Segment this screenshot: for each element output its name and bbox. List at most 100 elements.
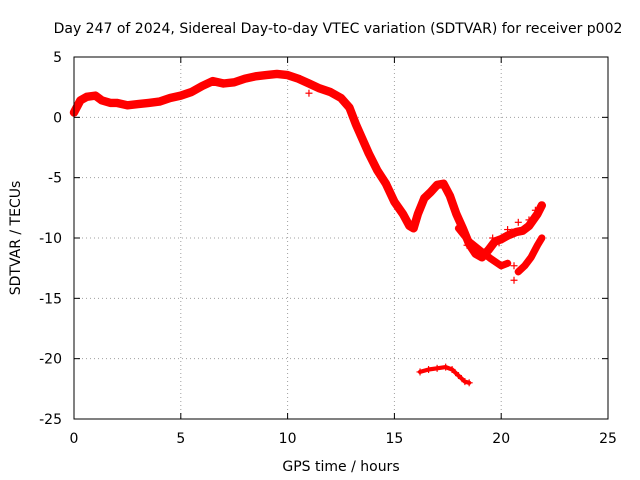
data-point (346, 104, 354, 112)
grid-lines (74, 57, 608, 419)
data-point (465, 379, 473, 387)
data-point (452, 210, 460, 218)
data-point (399, 210, 407, 218)
data-point (358, 135, 366, 143)
data-point (504, 259, 512, 267)
data-point (241, 75, 249, 83)
data-point (337, 94, 345, 102)
data-point (534, 210, 542, 218)
data-point (504, 226, 512, 234)
x-tick-label: 15 (385, 431, 403, 447)
data-point (365, 150, 373, 158)
data-point (510, 276, 518, 284)
data-point (91, 92, 99, 100)
data-point (454, 224, 462, 232)
data-point (83, 93, 91, 101)
data-point (198, 82, 206, 90)
data-point (123, 101, 131, 109)
data-point (305, 80, 313, 88)
data-point (519, 227, 527, 235)
data-point (252, 72, 260, 80)
x-tick-label: 25 (599, 431, 617, 447)
data-point (326, 88, 334, 96)
series-lower-branch (454, 224, 512, 270)
x-tick-label: 5 (176, 431, 185, 447)
data-point (525, 222, 533, 230)
series-main-trace (69, 69, 546, 262)
data-point (352, 121, 360, 129)
data-point (390, 198, 398, 206)
data-point (508, 228, 516, 236)
data-point (273, 70, 281, 78)
data-point (497, 262, 505, 270)
data-point (155, 98, 163, 106)
data-point (316, 84, 324, 92)
data-point (433, 364, 441, 372)
data-point (284, 71, 292, 79)
data-point (538, 201, 546, 209)
data-point (534, 241, 542, 249)
y-tick-label: -25 (39, 412, 62, 428)
plot-frame (73, 56, 609, 420)
data-series (69, 69, 546, 387)
data-point (373, 166, 381, 174)
data-point (521, 262, 529, 270)
data-point (514, 268, 522, 276)
data-point (296, 75, 304, 83)
data-point (416, 368, 424, 376)
x-tick-labels: 0 5 10 15 20 25 (70, 431, 617, 447)
data-point (76, 96, 84, 104)
series-line (514, 234, 546, 276)
data-point (448, 366, 456, 374)
data-point (425, 366, 433, 374)
data-point (446, 192, 454, 200)
data-point (487, 255, 495, 263)
data-point (209, 77, 217, 85)
data-point (113, 99, 121, 107)
data-point (405, 222, 413, 230)
data-point (495, 239, 503, 247)
data-point (525, 216, 533, 224)
y-tick-label: -20 (39, 352, 62, 368)
data-point (527, 253, 535, 261)
data-point (531, 206, 539, 214)
x-tick-label: 0 (70, 431, 79, 447)
scattered-points (296, 75, 539, 284)
data-point (461, 378, 469, 386)
data-point (510, 262, 518, 270)
data-point (454, 372, 462, 380)
data-point (463, 241, 471, 249)
y-tick-labels: 5 0 -5 -10 -15 -20 -25 (39, 50, 62, 428)
data-point (420, 194, 428, 202)
data-point (134, 100, 142, 108)
data-point (382, 180, 390, 188)
data-point (187, 88, 195, 96)
x-tick-label: 10 (279, 431, 297, 447)
series-line (69, 69, 546, 262)
data-point (414, 210, 422, 218)
data-point (476, 246, 484, 254)
data-point (305, 89, 313, 97)
data-point (166, 94, 174, 102)
data-point (410, 224, 418, 232)
data-point (433, 181, 441, 189)
data-point (514, 218, 522, 226)
data-point (504, 232, 512, 240)
series-isolated-segment (416, 363, 473, 387)
y-tick-label: -10 (39, 231, 62, 247)
data-point (220, 80, 228, 88)
data-point (98, 96, 106, 104)
y-tick-label: 5 (53, 50, 62, 66)
data-point (465, 238, 473, 246)
data-point (491, 238, 499, 246)
y-tick-label: -5 (48, 171, 62, 187)
data-point (177, 92, 185, 100)
data-point (145, 99, 153, 107)
data-point (440, 180, 448, 188)
data-point (442, 363, 450, 371)
data-point (262, 71, 270, 79)
series-late-recovery (514, 234, 546, 276)
data-point (230, 78, 238, 86)
data-point (472, 250, 480, 258)
